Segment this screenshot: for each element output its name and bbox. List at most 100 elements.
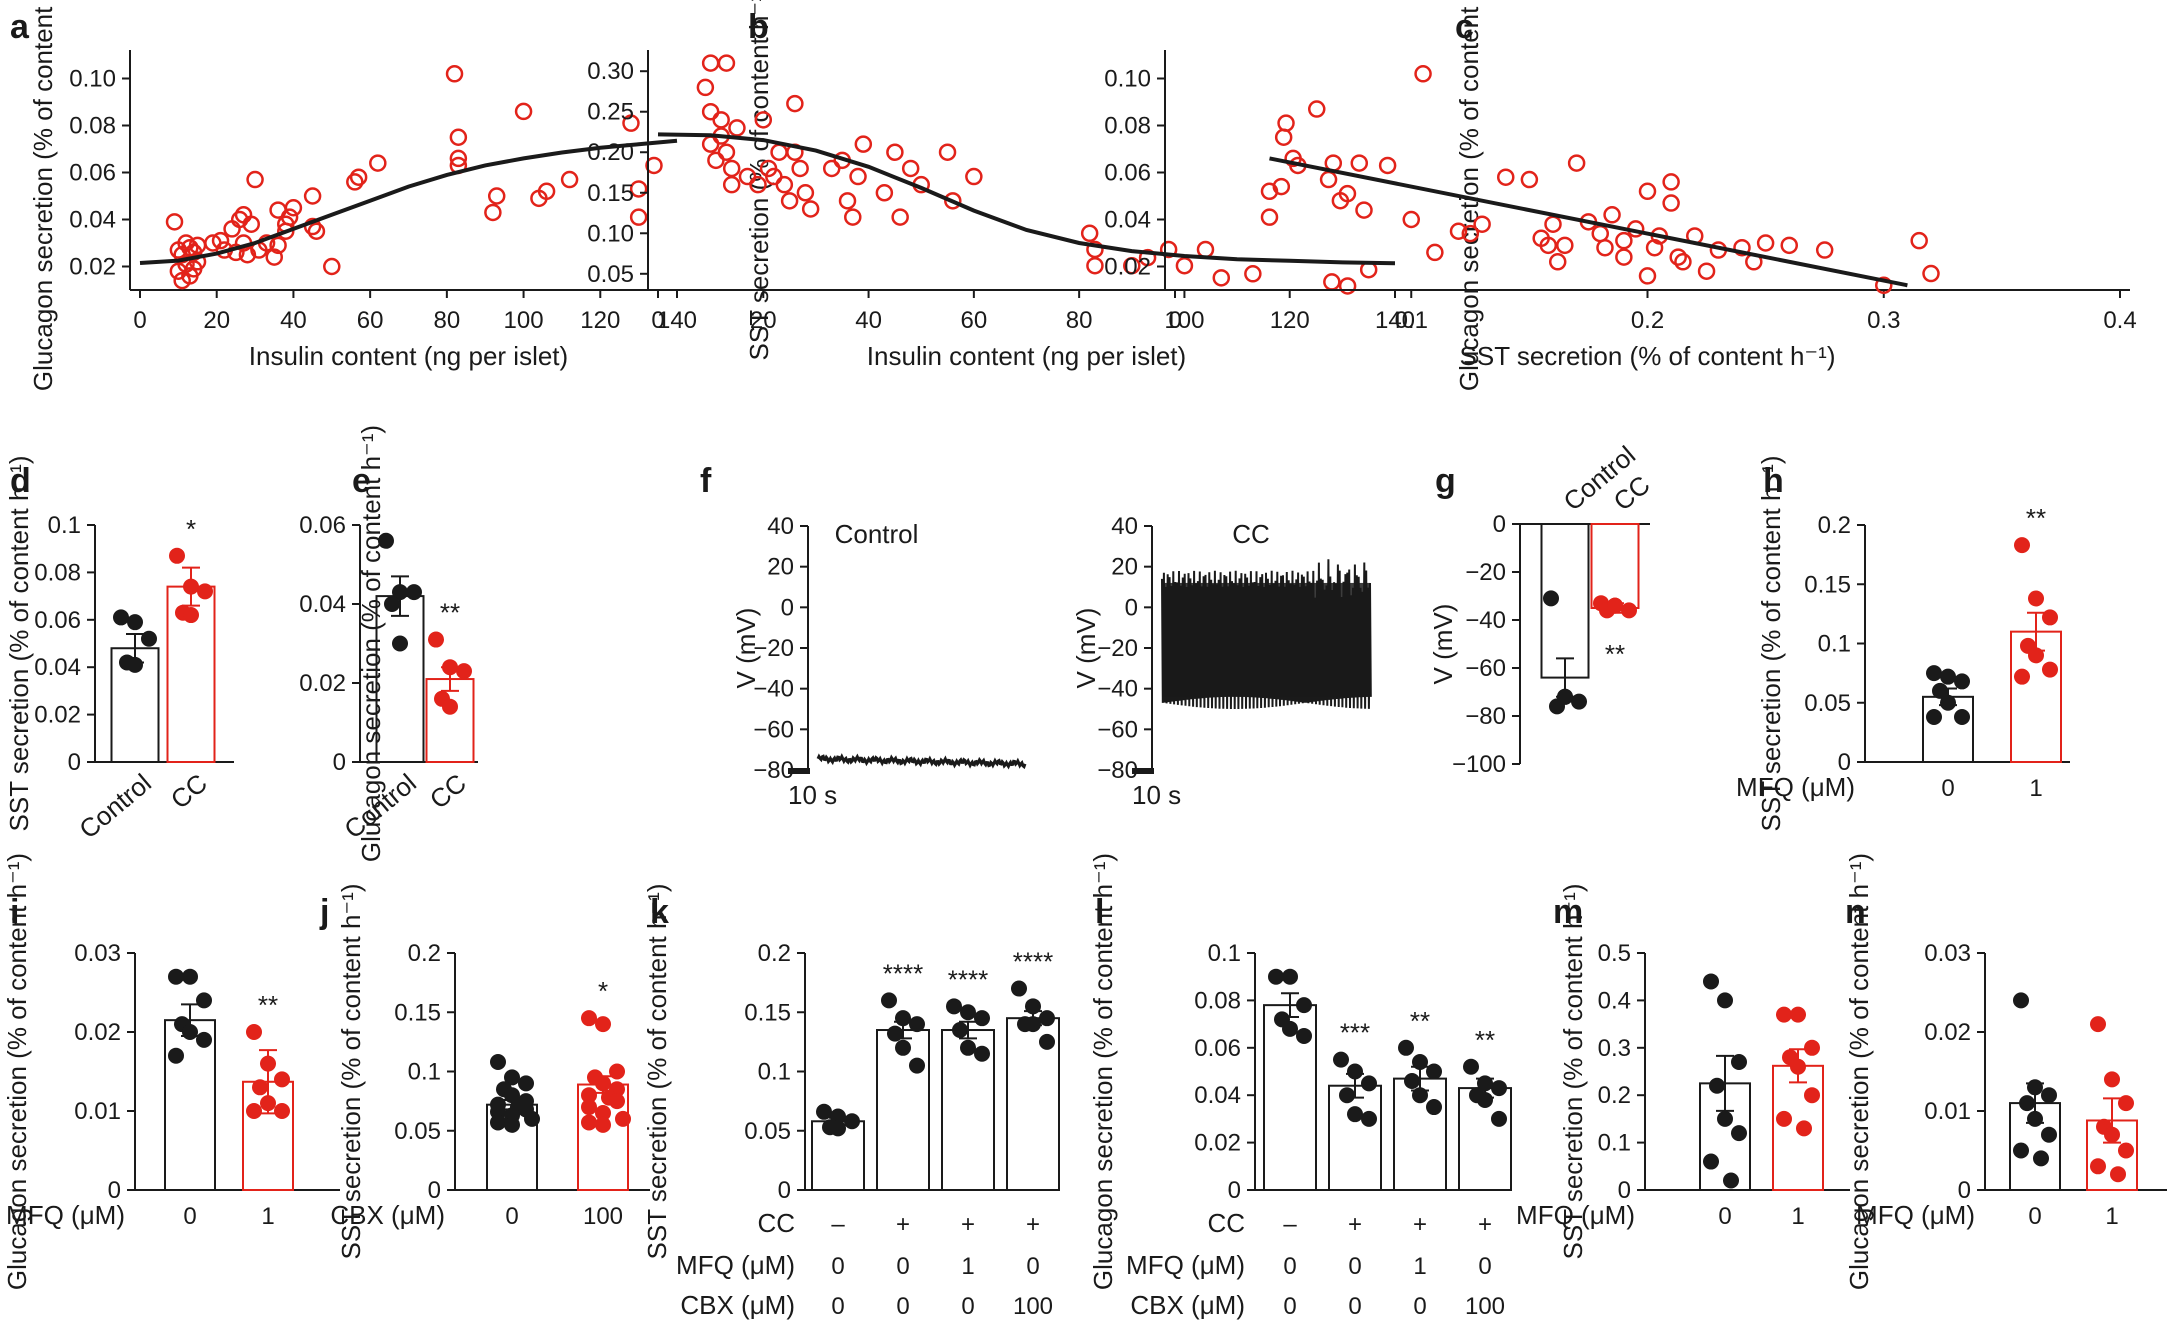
data-point <box>1323 273 1341 291</box>
data-point <box>524 1110 540 1127</box>
data-point <box>242 215 260 233</box>
data-point <box>1723 1172 1739 1189</box>
panel-letter: g <box>1435 462 1456 500</box>
data-point <box>1339 1087 1355 1104</box>
data-point <box>946 998 962 1015</box>
y-tick-label: 0.01 <box>74 1098 121 1125</box>
y-tick-label: 0.3 <box>1598 1035 1631 1062</box>
data-point <box>2090 1158 2106 1175</box>
y-tick-label: 0.02 <box>1194 1130 1241 1157</box>
data-point <box>1922 264 1940 283</box>
condition-value: + <box>1478 1211 1492 1238</box>
data-point <box>1296 1027 1312 1044</box>
data-point <box>514 102 533 121</box>
data-point <box>1039 1010 1055 1027</box>
x-tick-label: 0 <box>1168 307 1181 334</box>
data-point <box>701 102 720 121</box>
data-point <box>2028 647 2044 664</box>
control-trace <box>816 753 1027 770</box>
data-point <box>595 1075 611 1092</box>
data-point <box>887 1025 903 1042</box>
panel-a: a 0 20 40 60 80 100 120 140 0.02 0.04 0.06 0.08 0.10 I… <box>10 0 697 391</box>
condition-row-label: CBX (μM) <box>1130 1290 1245 1320</box>
x-tick-label: 0.3 <box>1867 307 1900 334</box>
data-point <box>1350 154 1369 172</box>
x-tick-label: 60 <box>357 307 384 334</box>
data-point <box>1669 248 1687 266</box>
y-tick-label: 0.06 <box>34 607 81 634</box>
data-point <box>2110 1166 2126 1183</box>
data-point <box>1638 182 1657 201</box>
y-tick-label: 0.05 <box>394 1118 441 1145</box>
trace-title: Control <box>835 519 919 549</box>
x-tick-label: 80 <box>1066 307 1093 334</box>
data-point <box>1621 602 1637 619</box>
data-point <box>796 184 815 202</box>
data-point <box>384 596 400 612</box>
data-point <box>406 584 422 601</box>
data-point <box>1556 236 1574 255</box>
data-point <box>722 159 741 178</box>
x-axis-label: SST secretion (% of content h⁻¹) <box>1460 341 1836 371</box>
data-point <box>1875 276 1893 295</box>
y-tick-label: 40 <box>767 513 794 540</box>
data-point <box>1282 1020 1298 1037</box>
y-tick-label: 0.1 <box>1598 1130 1631 1157</box>
data-point <box>1596 238 1614 257</box>
data-point <box>196 992 212 1009</box>
data-point <box>323 257 341 276</box>
y-axis-label: SST secretion (% of content h⁻¹) <box>336 884 366 1260</box>
fit-curve <box>657 132 1396 266</box>
trace-title: CC <box>1232 519 1270 549</box>
data-point <box>165 213 184 231</box>
data-point <box>1607 597 1623 614</box>
y-axis-label: V (mV) <box>1428 604 1458 685</box>
condition-value: 0 <box>831 1253 844 1280</box>
condition-value: + <box>1026 1211 1040 1238</box>
data-point <box>2014 537 2030 554</box>
x-tick-label: 100 <box>583 1203 623 1230</box>
data-point <box>1361 1075 1377 1092</box>
y-tick-label: 0.02 <box>1104 254 1151 281</box>
y-tick-label: 0.04 <box>69 207 116 234</box>
data-point <box>274 1103 290 1119</box>
x-tick-label: 0 <box>2028 1203 2041 1230</box>
x-tick-label: 140 <box>1375 307 1415 334</box>
significance-label: **** <box>883 958 923 988</box>
y-tick-label: 0 <box>108 1177 121 1204</box>
y-tick-label: 0.06 <box>1104 160 1151 187</box>
y-tick-label: 0.03 <box>1924 940 1971 967</box>
significance-label: ** <box>258 990 278 1020</box>
data-point <box>1426 243 1444 262</box>
panel-b: b 0 20 40 60 80 100 120 140 0.05 0.10 0.15 0.20 0.25 0… <box>587 0 1415 371</box>
x-tick-label: 120 <box>580 307 620 334</box>
panel-letter: h <box>1763 462 1784 500</box>
data-point <box>303 187 322 205</box>
data-point <box>1571 693 1587 710</box>
data-point <box>490 1054 506 1071</box>
data-point <box>246 1103 262 1119</box>
condition-row-label: MFQ (μM) <box>1126 1250 1245 1280</box>
data-point <box>1615 231 1633 250</box>
data-point <box>909 1016 925 1033</box>
data-point <box>2104 1071 2120 1088</box>
data-point <box>974 1045 990 1062</box>
data-point <box>504 1069 520 1086</box>
data-point <box>1804 1087 1820 1104</box>
data-point <box>629 208 648 226</box>
y-tick-label: 0.05 <box>1804 690 1851 717</box>
data-point <box>1703 1153 1719 1170</box>
data-point <box>1461 224 1480 243</box>
data-point <box>717 54 736 72</box>
data-point <box>1260 208 1279 226</box>
data-point <box>1477 1091 1493 1108</box>
data-point <box>960 1039 976 1056</box>
data-point <box>581 1010 597 1027</box>
data-point <box>307 222 326 240</box>
condition-value: 1 <box>1413 1253 1426 1280</box>
y-tick-label: 0.15 <box>587 180 634 207</box>
data-point <box>2118 1142 2134 1159</box>
data-point <box>1776 1110 1792 1127</box>
data-point <box>449 149 468 168</box>
